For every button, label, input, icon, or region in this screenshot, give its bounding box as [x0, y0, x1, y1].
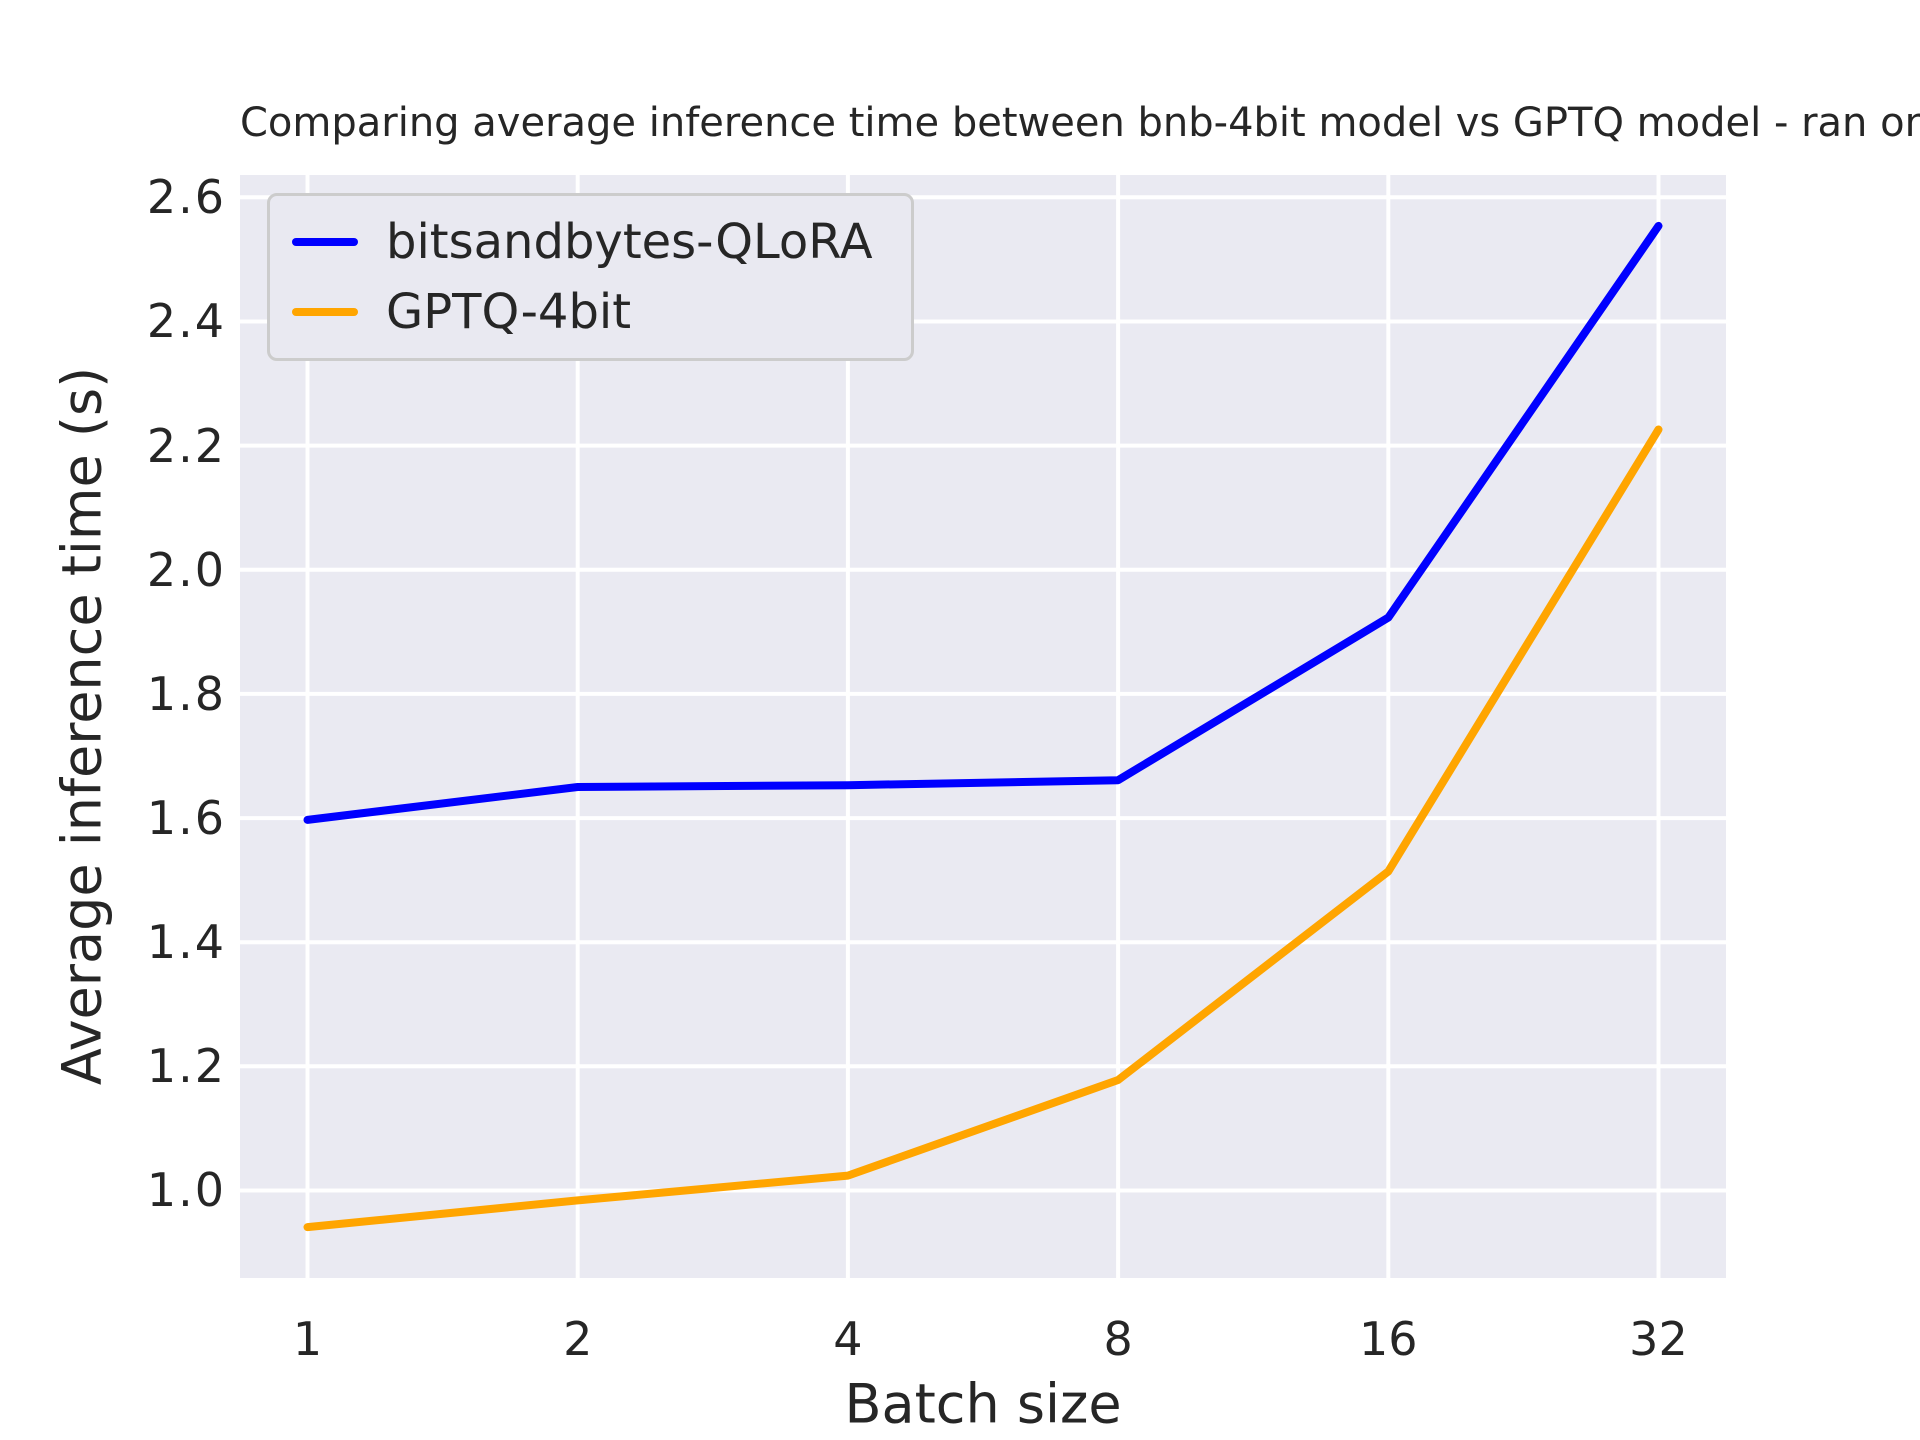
y-tick-label: 1.8: [146, 666, 226, 721]
x-tick-label: 2: [563, 1312, 593, 1366]
y-tick-label: 2.6: [146, 170, 226, 225]
y-tick-label: 1.2: [146, 1039, 226, 1094]
y-tick-label: 1.4: [146, 915, 226, 970]
y-tick-label: 2.4: [146, 294, 226, 349]
y-axis-label: Average inference time (s): [50, 366, 114, 1086]
x-tick-label: 1: [292, 1312, 323, 1366]
x-tick-label: 8: [1103, 1312, 1133, 1366]
legend-label: GPTQ-4bit: [386, 284, 632, 340]
plot-area: bitsandbytes-QLoRA GPTQ-4bit: [240, 175, 1726, 1278]
x-tick-label: 32: [1629, 1312, 1688, 1366]
chart-canvas: [240, 175, 1726, 1278]
x-axis-label: Batch size: [844, 1372, 1122, 1436]
legend: bitsandbytes-QLoRA GPTQ-4bit: [267, 193, 914, 361]
x-tick-label: 4: [833, 1312, 863, 1366]
legend-item: bitsandbytes-QLoRA: [292, 214, 873, 270]
legend-label: bitsandbytes-QLoRA: [386, 214, 873, 270]
legend-line-sample: [292, 238, 358, 246]
x-tick-label: 16: [1358, 1312, 1418, 1366]
legend-line-sample: [292, 308, 358, 316]
y-tick-label: 2.2: [146, 418, 226, 473]
chart-title: Comparing average inference time between…: [240, 100, 1920, 146]
legend-item: GPTQ-4bit: [292, 284, 873, 340]
y-tick-label: 2.0: [146, 542, 226, 597]
y-tick-label: 1.6: [146, 791, 226, 846]
y-tick-label: 1.0: [146, 1163, 226, 1218]
